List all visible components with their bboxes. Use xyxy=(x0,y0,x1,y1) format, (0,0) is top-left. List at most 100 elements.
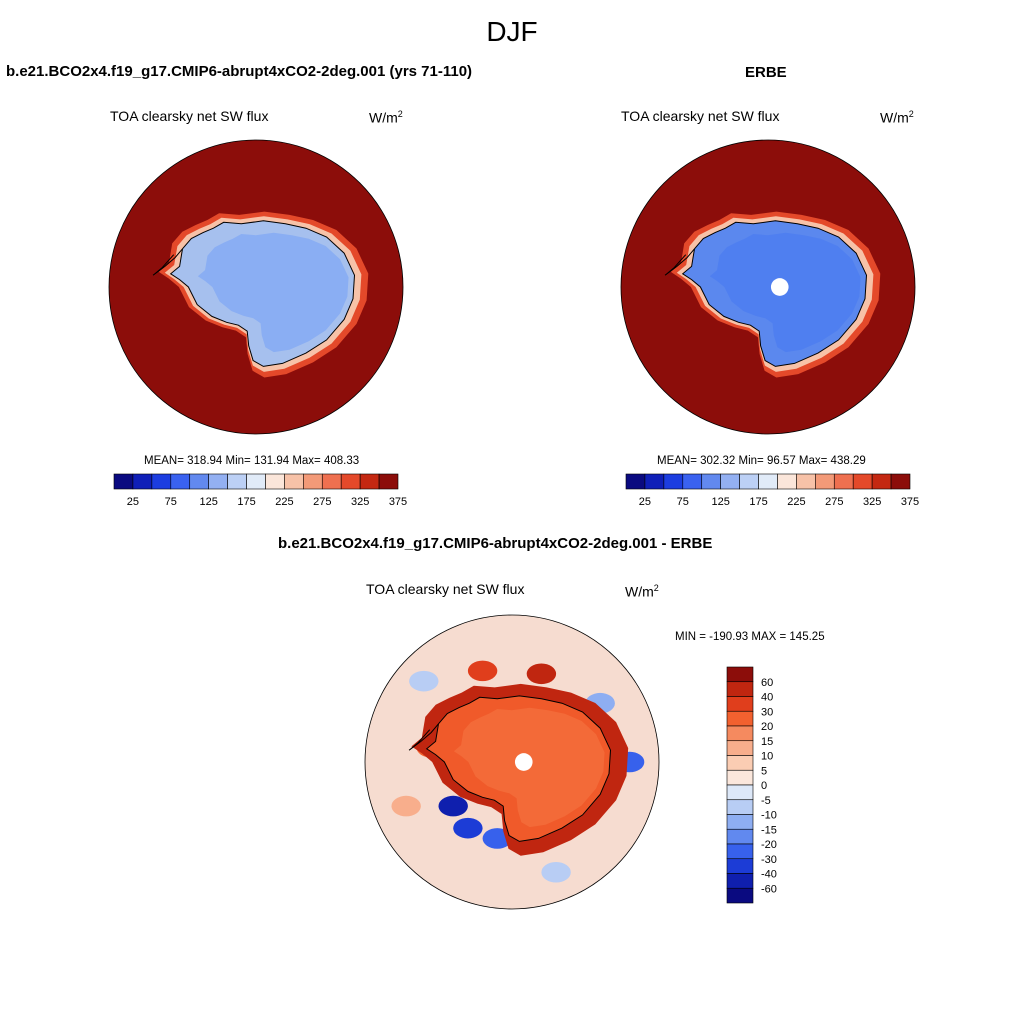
colorbar-tick-label: 60 xyxy=(761,677,773,689)
coastline-peninsula xyxy=(408,723,439,751)
polar-map-diff xyxy=(364,614,660,910)
colorbar-tick-label: 375 xyxy=(901,496,919,508)
colorbar-model: 25 75 125 175 225 275 325 375 xyxy=(113,473,407,508)
colorbar-box xyxy=(726,769,754,786)
colorbar-box xyxy=(189,473,209,490)
colorbar-box xyxy=(246,473,266,490)
panel-title-diff: b.e21.BCO2x4.f19_g17.CMIP6-abrupt4xCO2-2… xyxy=(278,535,713,552)
anomaly-patch xyxy=(438,795,468,817)
colorbar-box xyxy=(726,755,754,771)
stats-diff: MIN = -190.93 MAX = 145.25 xyxy=(675,631,825,643)
colorbar-box xyxy=(758,473,778,490)
colorbar-tick-label: 10 xyxy=(761,751,773,763)
colorbar-box xyxy=(726,873,754,889)
colorbar-box xyxy=(726,887,754,904)
colorbar-box xyxy=(726,858,754,874)
map-boundary xyxy=(620,139,916,435)
colorbar-box xyxy=(739,473,759,490)
colorbar-tick-label: 20 xyxy=(761,721,773,733)
colorbar-box xyxy=(796,473,816,490)
anomaly-patch xyxy=(541,861,571,883)
colorbar-box xyxy=(726,740,754,756)
anomaly-patch xyxy=(526,663,557,685)
colorbar-box xyxy=(321,473,342,490)
colorbar-box xyxy=(890,473,911,490)
colorbar-box xyxy=(284,473,304,490)
colorbar-box xyxy=(726,666,754,683)
units-label-model: W/m2 xyxy=(369,109,403,126)
polar-map-model xyxy=(108,139,404,435)
colorbar-tick-label: 30 xyxy=(761,706,773,718)
panel-title-obs: ERBE xyxy=(745,64,787,81)
colorbar-box xyxy=(113,473,134,490)
coastline xyxy=(169,220,356,367)
colorbar-box xyxy=(726,843,754,860)
anomaly-patch xyxy=(453,817,483,839)
colorbar-box xyxy=(726,784,754,801)
colorbar-tick-label: 25 xyxy=(639,496,651,508)
colorbar-tick-label: 275 xyxy=(825,496,843,508)
colorbar-tick-label: 375 xyxy=(389,496,407,508)
variable-label-diff: TOA clearsky net SW flux xyxy=(366,581,525,597)
coastline xyxy=(681,220,868,367)
colorbar-tick-label: 40 xyxy=(761,692,773,704)
coastline-peninsula xyxy=(664,248,695,276)
colorbar-tick-label: 125 xyxy=(199,496,217,508)
colorbar-tick-label: -30 xyxy=(761,854,777,866)
colorbar-box xyxy=(815,473,835,490)
anomaly-patch xyxy=(409,670,439,692)
colorbar-box xyxy=(625,473,646,490)
colorbar-box xyxy=(663,473,684,490)
colorbar-box xyxy=(265,473,285,490)
colorbar-box xyxy=(132,473,153,490)
colorbar-tick-label: 75 xyxy=(677,496,689,508)
colorbar-tick-label: 0 xyxy=(761,780,767,792)
anomaly-patch xyxy=(467,660,498,682)
polar-map-obs xyxy=(620,139,916,435)
coastline xyxy=(425,695,612,842)
colorbar-tick-label: 75 xyxy=(165,496,177,508)
colorbar-box xyxy=(871,473,892,490)
colorbar-box xyxy=(726,681,754,697)
colorbar-box xyxy=(359,473,380,490)
colorbar-box xyxy=(777,473,797,490)
colorbar-box xyxy=(303,473,323,490)
colorbar-obs: 25 75 125 175 225 275 325 375 xyxy=(625,473,919,508)
colorbar-tick-label: 25 xyxy=(127,496,139,508)
colorbar-tick-label: 125 xyxy=(711,496,729,508)
map-boundary xyxy=(364,614,660,910)
colorbar-box xyxy=(151,473,172,490)
colorbar-tick-label: 175 xyxy=(749,496,767,508)
colorbar-box xyxy=(833,473,854,490)
colorbar-box xyxy=(340,473,361,490)
coastline-peninsula xyxy=(152,248,183,276)
variable-label-obs: TOA clearsky net SW flux xyxy=(621,108,780,124)
colorbar-tick-label: 175 xyxy=(237,496,255,508)
colorbar-box xyxy=(701,473,721,490)
colorbar-box xyxy=(726,814,754,830)
colorbar-diff: 60 40 30 20 15 10 5 0 -5 -10 -15 -20 -30 -40 -60 xyxy=(726,666,777,904)
colorbar-tick-label: 15 xyxy=(761,736,773,748)
units-label-obs: W/m2 xyxy=(880,109,914,126)
pole-hole xyxy=(514,753,533,771)
colorbar-box xyxy=(720,473,740,490)
map-boundary xyxy=(108,139,404,435)
colorbar-box xyxy=(726,696,754,712)
colorbar-tick-label: 225 xyxy=(787,496,805,508)
colorbar-box xyxy=(726,799,754,815)
colorbar-box xyxy=(852,473,873,490)
colorbar-box xyxy=(726,725,754,742)
colorbar-tick-label: 5 xyxy=(761,765,767,777)
pole-hole xyxy=(770,278,789,296)
colorbar-tick-label: 275 xyxy=(313,496,331,508)
colorbar-tick-label: -40 xyxy=(761,869,777,881)
colorbar-box xyxy=(170,473,191,490)
colorbar-box xyxy=(726,828,754,845)
panel-title-model: b.e21.BCO2x4.f19_g17.CMIP6-abrupt4xCO2-2… xyxy=(6,63,473,80)
colorbar-tick-label: -20 xyxy=(761,839,777,851)
colorbar-tick-label: -5 xyxy=(761,795,771,807)
variable-label-model: TOA clearsky net SW flux xyxy=(110,108,269,124)
colorbar-box xyxy=(644,473,665,490)
colorbar-tick-label: -60 xyxy=(761,883,777,895)
colorbar-box xyxy=(227,473,247,490)
